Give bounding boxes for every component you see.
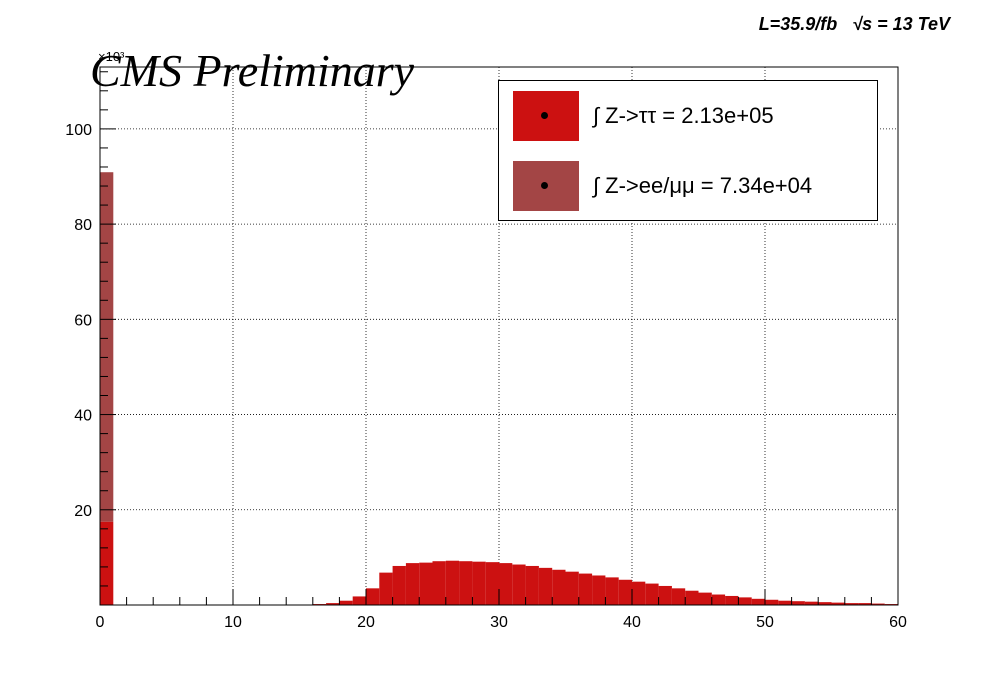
x-tick-label: 10 xyxy=(224,614,242,631)
bar-ztautau-bin-24 xyxy=(419,562,433,605)
x-tick-label: 50 xyxy=(756,614,774,631)
bar-ztautau-bin-51 xyxy=(778,600,792,605)
bar-ztautau-bin-21 xyxy=(379,572,393,605)
bar-ztautau-bin-0 xyxy=(100,521,114,605)
legend: ∫ Z->ττ = 2.13e+05 ∫ Z->ee/μμ = 7.34e+04 xyxy=(498,80,878,221)
bar-ztautau-bin-33 xyxy=(538,567,553,605)
bar-ztautau-bin-32 xyxy=(525,565,539,605)
bar-ztautau-bin-41 xyxy=(645,583,659,605)
bar-ztautau-bin-23 xyxy=(405,563,420,605)
bar-ztautau-bin-49 xyxy=(751,598,765,605)
bar-zeemumu-bin-0 xyxy=(100,172,114,522)
histogram-bars xyxy=(100,172,898,605)
legend-label-ztautau: ∫ Z->ττ = 2.13e+05 xyxy=(593,103,774,128)
bar-ztautau-bin-53 xyxy=(804,601,819,605)
bar-ztautau-bin-37 xyxy=(592,575,606,605)
y-tick-label: 20 xyxy=(74,503,92,520)
x-tick-label: 30 xyxy=(490,614,508,631)
bar-ztautau-bin-45 xyxy=(698,592,712,605)
bar-ztautau-bin-17 xyxy=(326,603,340,605)
luminosity-label: L=35.9/fb √s = 13 TeV xyxy=(758,14,950,34)
x-tick-label: 20 xyxy=(357,614,375,631)
legend-swatch-ztautau xyxy=(513,91,579,141)
x-tick-label: 60 xyxy=(889,614,907,631)
y-multiplier-label: ×10³ xyxy=(98,49,125,64)
bar-ztautau-bin-28 xyxy=(472,561,486,605)
bar-ztautau-bin-22 xyxy=(392,565,406,605)
bar-ztautau-bin-42 xyxy=(658,585,672,605)
bar-ztautau-bin-54 xyxy=(818,602,832,605)
bar-ztautau-bin-43 xyxy=(671,588,686,605)
bar-ztautau-bin-58 xyxy=(871,603,885,605)
bar-ztautau-bin-39 xyxy=(618,579,632,605)
bar-ztautau-bin-52 xyxy=(791,601,805,605)
bar-ztautau-bin-57 xyxy=(858,603,872,605)
bar-ztautau-bin-55 xyxy=(831,602,845,605)
bar-ztautau-bin-34 xyxy=(552,569,566,605)
bar-ztautau-bin-47 xyxy=(725,595,739,605)
bar-ztautau-bin-35 xyxy=(565,571,579,605)
bar-ztautau-bin-20 xyxy=(366,588,380,605)
legend-label-zeemumu: ∫ Z->ee/μμ = 7.34e+04 xyxy=(593,173,813,198)
legend-swatch-zeemumu xyxy=(513,161,579,211)
bar-ztautau-bin-48 xyxy=(738,597,752,605)
x-tick-label: 0 xyxy=(96,614,105,631)
experiment-label: CMS Preliminary xyxy=(90,45,415,96)
bar-ztautau-bin-36 xyxy=(578,573,593,605)
y-tick-label: 60 xyxy=(74,312,92,329)
legend-entry-zeemumu: ∫ Z->ee/μμ = 7.34e+04 xyxy=(513,161,812,211)
legend-marker xyxy=(541,182,548,189)
bar-ztautau-bin-29 xyxy=(485,562,499,605)
x-tick-label: 40 xyxy=(623,614,641,631)
bar-ztautau-bin-25 xyxy=(432,561,446,605)
bar-ztautau-bin-50 xyxy=(765,599,779,605)
bar-ztautau-bin-19 xyxy=(352,596,366,605)
y-tick-label: 40 xyxy=(74,408,92,425)
legend-marker xyxy=(541,112,548,119)
bar-ztautau-bin-30 xyxy=(499,563,513,605)
bar-ztautau-bin-27 xyxy=(459,561,473,605)
bar-ztautau-bin-26 xyxy=(445,560,460,605)
y-tick-label: 80 xyxy=(74,217,92,234)
legend-entry-ztautau: ∫ Z->ττ = 2.13e+05 xyxy=(513,91,774,141)
bar-ztautau-bin-44 xyxy=(685,590,699,605)
bar-ztautau-bin-40 xyxy=(632,581,646,605)
bar-ztautau-bin-38 xyxy=(605,577,619,605)
bar-ztautau-bin-31 xyxy=(512,564,526,605)
bar-ztautau-bin-56 xyxy=(844,603,859,605)
y-tick-label: 100 xyxy=(65,122,92,139)
bar-ztautau-bin-18 xyxy=(339,600,353,605)
tick-labels: 0 10 20 30 40 50 60 20 40 60 80 100 xyxy=(65,122,907,631)
axis-ticks xyxy=(99,71,899,605)
bar-ztautau-bin-46 xyxy=(711,594,726,605)
